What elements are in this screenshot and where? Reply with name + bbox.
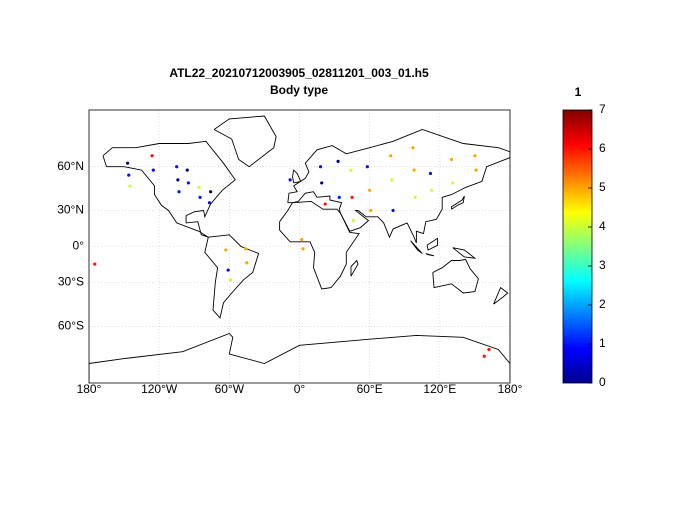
track-point <box>244 247 248 251</box>
colorbar-title: 1 <box>575 85 582 99</box>
track-point <box>209 190 213 194</box>
y-tick-label: 60°N <box>57 159 84 173</box>
track-point <box>449 157 454 162</box>
track-point <box>337 195 341 199</box>
coastline <box>102 140 236 238</box>
track-point <box>323 202 327 206</box>
x-tick-label: 120°W <box>141 382 178 396</box>
y-tick-label: 60°S <box>58 318 84 332</box>
y-tick-label: 30°N <box>57 203 84 217</box>
track-point <box>176 178 180 182</box>
track-point <box>365 165 369 169</box>
track-point <box>228 278 233 282</box>
track-point <box>350 195 354 199</box>
coastline <box>89 332 510 380</box>
track-point <box>368 188 372 192</box>
coastline <box>279 200 360 290</box>
track-point <box>197 185 201 190</box>
coastline <box>287 129 510 244</box>
coastline <box>452 247 477 259</box>
track-point <box>390 178 394 182</box>
track-point <box>389 154 393 158</box>
coastline <box>292 169 302 184</box>
track-point <box>473 154 477 158</box>
coastline <box>426 237 438 251</box>
track-point <box>336 159 340 163</box>
track-point <box>207 201 212 205</box>
track-point <box>482 354 486 358</box>
chart-subtitle: Body type <box>270 83 328 97</box>
track-point <box>224 248 228 252</box>
colorbar-tick-label: 7 <box>599 102 606 116</box>
track-point <box>186 181 191 185</box>
colorbar-tick-label: 4 <box>599 219 606 233</box>
track-point <box>300 237 304 242</box>
track-point <box>226 268 230 272</box>
track-point <box>428 171 433 176</box>
coastline <box>213 115 277 168</box>
track-point <box>125 161 130 165</box>
track-point <box>474 168 478 172</box>
colorbar-tick-label: 6 <box>599 141 606 155</box>
coastline <box>451 195 465 210</box>
track-point <box>93 262 97 266</box>
chart-title: ATL22_20210712003905_02811201_003_01.h5 <box>169 66 429 80</box>
track-point <box>487 347 491 352</box>
track-point <box>151 168 155 172</box>
plot-frame <box>88 109 511 384</box>
track-point <box>349 168 353 172</box>
y-tick-label: 30°S <box>58 275 84 289</box>
track-point <box>150 154 154 158</box>
track-point <box>175 165 179 169</box>
colorbar <box>562 109 593 384</box>
track-point <box>128 184 132 188</box>
track-point <box>430 188 434 192</box>
x-tick-label: 180° <box>77 382 102 396</box>
y-tick-label: 0° <box>73 239 85 253</box>
track-point <box>411 146 415 150</box>
track-point <box>245 261 249 265</box>
colorbar-tick-label: 3 <box>599 258 606 272</box>
coastline <box>410 240 423 254</box>
track-point <box>318 165 323 169</box>
track-point <box>177 190 181 194</box>
track-point <box>301 247 305 251</box>
track-point <box>391 208 395 213</box>
track-point <box>185 168 189 172</box>
track-point <box>288 178 292 182</box>
track-point <box>351 218 355 223</box>
colorbar-tick-label: 0 <box>599 375 606 389</box>
colorbar-tick-label: 2 <box>599 297 606 311</box>
coastline <box>432 258 479 294</box>
track-point <box>413 195 417 199</box>
track-point <box>451 181 455 185</box>
coastline <box>204 234 260 319</box>
track-point <box>320 181 324 185</box>
track-point <box>198 195 202 199</box>
coastline <box>493 286 509 305</box>
x-tick-label: 0° <box>294 382 306 396</box>
coastline <box>350 259 359 277</box>
colorbar-tick-label: 1 <box>599 336 606 350</box>
colorbar-tick-label: 5 <box>599 180 606 194</box>
x-tick-label: 60°W <box>215 382 245 396</box>
x-tick-label: 60°E <box>357 382 383 396</box>
track-point <box>412 168 416 172</box>
x-tick-label: 120°E <box>423 382 456 396</box>
x-tick-label: 180° <box>498 382 523 396</box>
track-point <box>127 173 131 177</box>
coastline <box>425 253 435 257</box>
track-point <box>369 208 373 213</box>
